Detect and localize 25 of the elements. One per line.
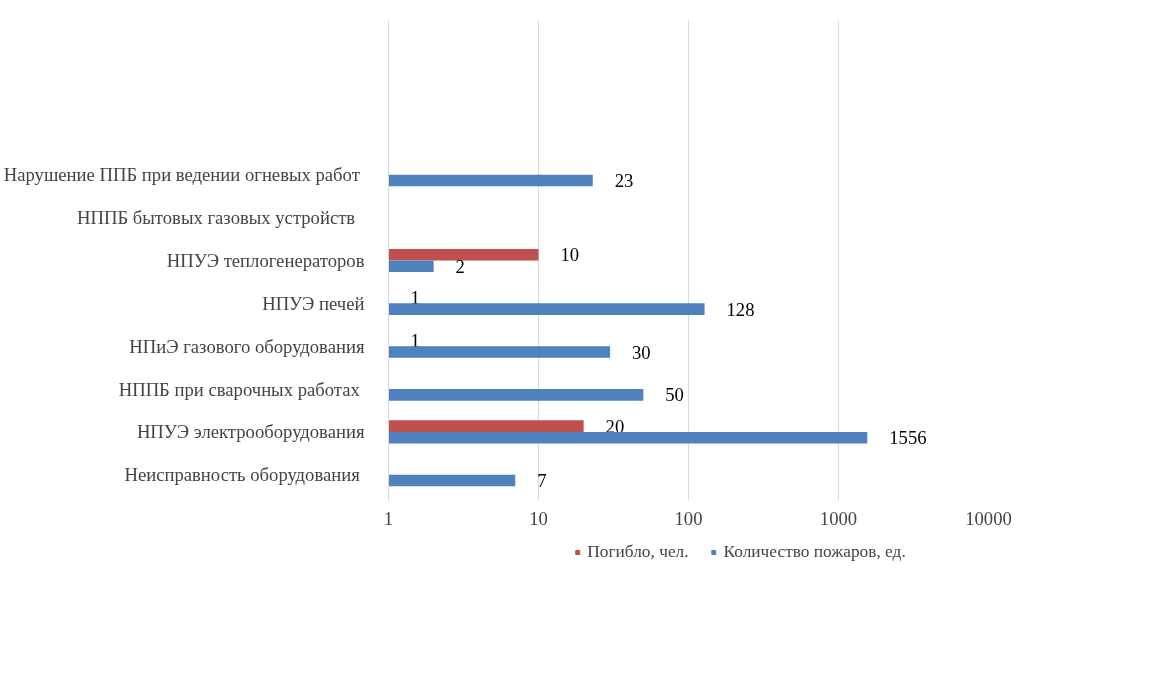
data-label: 7 (537, 470, 547, 492)
y-tick-label: НПиЭ газового оборудования (129, 335, 365, 357)
y-tick-label: Неисправность оборудования (124, 464, 361, 486)
data-label: 50 (665, 384, 684, 406)
data-label: 23 (614, 170, 634, 192)
y-tick-label: НППБ при сварочных работах (118, 378, 361, 400)
data-label: 1 (410, 287, 420, 309)
y-tick-label: Нарушение ППБ при ведении огневых работ (3, 164, 360, 186)
y-tick-label: НППБ бытовых газовых устройств (77, 207, 356, 229)
x-tick-label: 10 (529, 507, 548, 529)
y-tick-label: НПУЭ печей (262, 292, 365, 314)
data-label: 10 (560, 244, 580, 266)
x-tick-label: 100 (674, 507, 703, 529)
y-tick-label: НПУЭ теплогенераторов (166, 250, 365, 271)
data-label: 2 (455, 255, 465, 277)
legend-label: Погибло, чел. (587, 542, 689, 562)
legend-label: Количество пожаров, ед. (723, 542, 906, 562)
data-label: 1556 (889, 427, 927, 449)
x-tick-label: 1 (383, 507, 394, 529)
x-tick-label: 10000 (965, 507, 1012, 529)
x-tick-label: 1000 (819, 507, 858, 529)
y-tick-label: НПУЭ электрооборудования (136, 421, 365, 443)
data-label: 128 (726, 298, 755, 320)
data-label: 30 (631, 341, 651, 363)
data-label: 1 (410, 329, 420, 351)
